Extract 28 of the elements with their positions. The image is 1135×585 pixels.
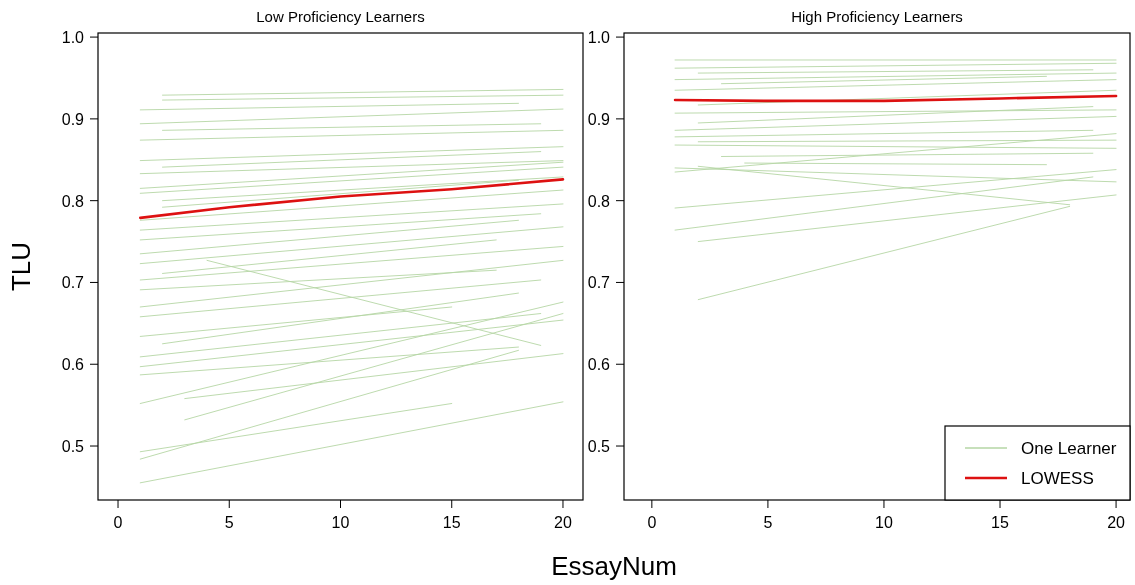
y-tick-label: 1.0 [587, 29, 611, 47]
y-tick-label: 0.9 [61, 110, 85, 128]
chart-title: High Proficiency Learners [791, 8, 963, 25]
y-tick-label: 0.8 [61, 192, 85, 210]
x-tick-label: 20 [554, 514, 572, 531]
y-tick-label: 0.6 [61, 356, 85, 374]
y-tick-label: 0.7 [61, 274, 85, 292]
legend-label: LOWESS [1021, 469, 1094, 488]
y-axis-title: TLU [6, 241, 36, 292]
x-tick-label: 0 [647, 514, 657, 531]
x-tick-label: 15 [442, 514, 461, 531]
y-tick-label: 0.7 [587, 274, 611, 292]
x-tick-label: 10 [875, 514, 893, 531]
x-tick-label: 5 [763, 514, 773, 531]
x-tick-label: 0 [113, 514, 123, 531]
y-tick-label: 1.0 [61, 29, 85, 47]
x-tick-label: 5 [224, 514, 234, 531]
x-tick-label: 10 [331, 514, 350, 531]
y-tick-label: 0.9 [587, 110, 611, 128]
y-tick-label: 0.5 [587, 438, 611, 456]
x-tick-label: 15 [991, 514, 1010, 531]
x-axis-title: EssayNum [551, 551, 677, 581]
y-tick-label: 0.6 [587, 356, 611, 374]
y-tick-label: 0.8 [587, 192, 611, 210]
y-tick-label: 0.5 [61, 438, 85, 456]
x-tick-label: 20 [1107, 514, 1126, 531]
chart-title: Low Proficiency Learners [256, 8, 425, 25]
legend-label: One Learner [1021, 439, 1117, 458]
